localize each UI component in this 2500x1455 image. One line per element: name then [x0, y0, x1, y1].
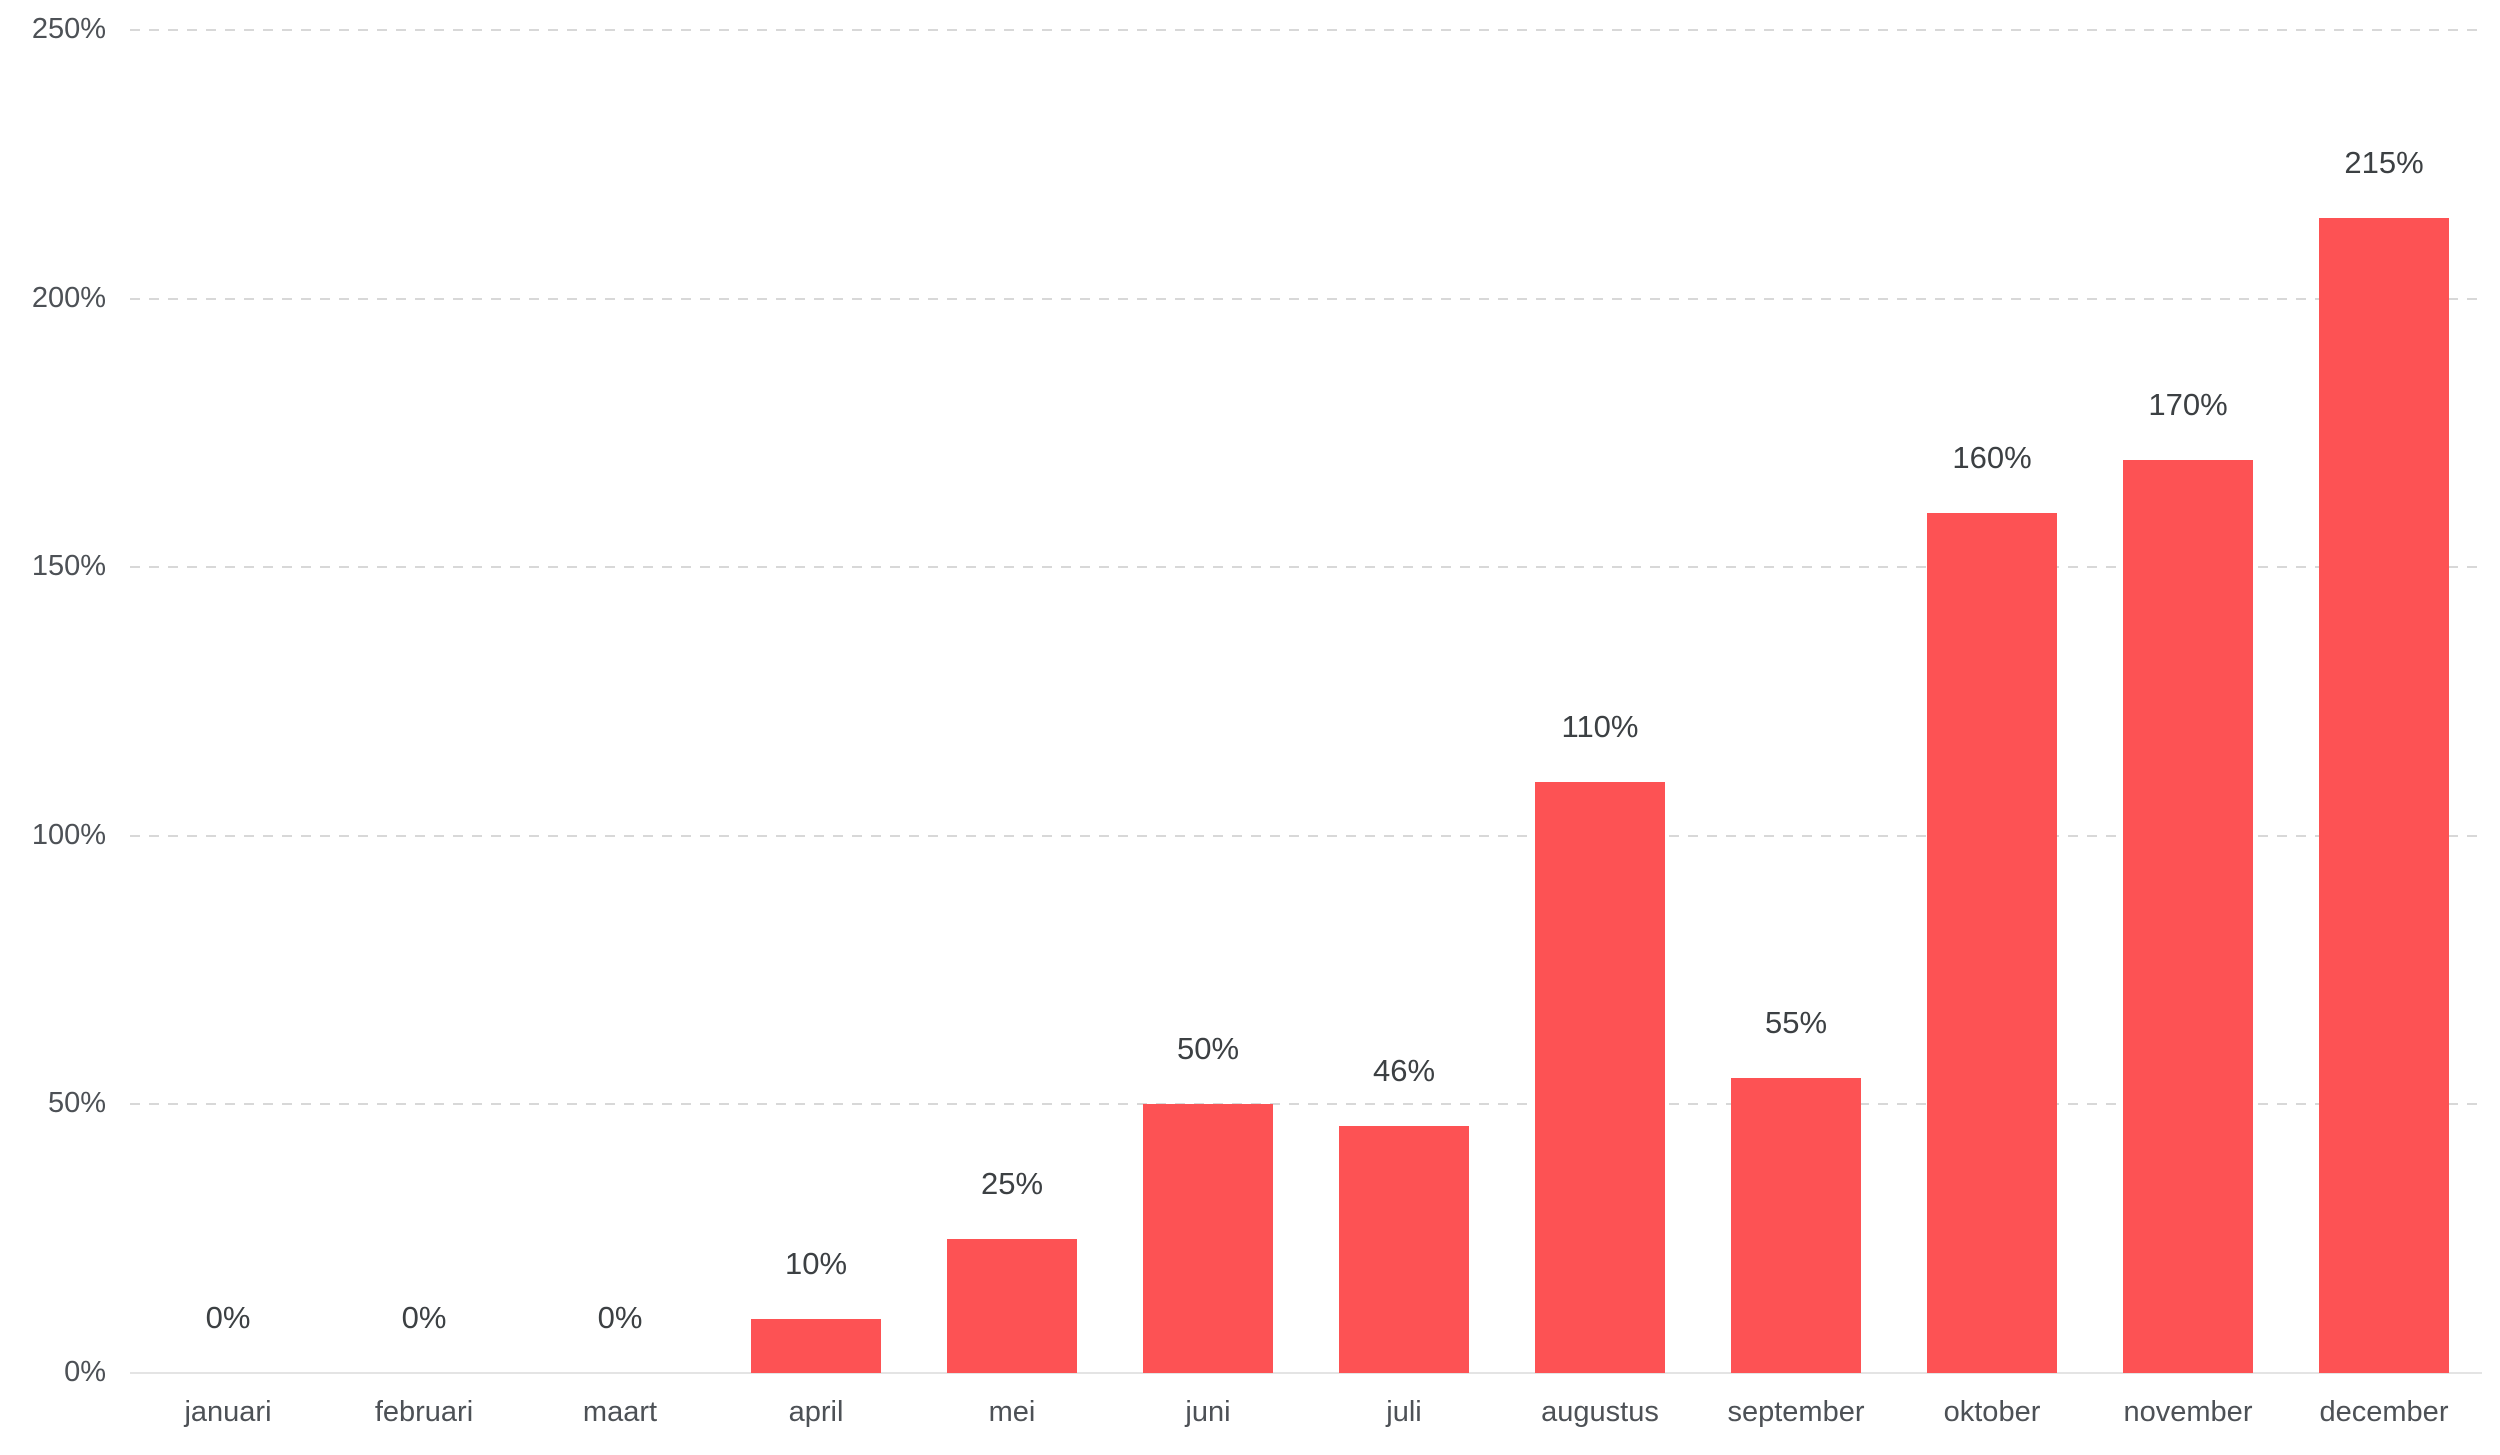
- y-axis-tick-label: 50%: [47, 1087, 106, 1120]
- bar-slot: 0%: [522, 0, 718, 1373]
- gridline: [130, 834, 2482, 837]
- bar-mei[interactable]: [947, 1239, 1077, 1373]
- bar-value-label: 50%: [1176, 1031, 1240, 1066]
- gridline: [130, 1103, 2482, 1106]
- y-axis-tick-label: 0%: [64, 1356, 106, 1388]
- bar-slot: 46%: [1306, 0, 1502, 1373]
- x-axis-label-september: september: [1727, 1396, 1865, 1428]
- y-axis-tick-label: 100%: [31, 818, 106, 851]
- x-axis-label-februari: februari: [374, 1396, 474, 1428]
- bar-value-label: 10%: [784, 1246, 848, 1281]
- bar-slot: 160%: [1894, 0, 2090, 1373]
- x-axis-baseline: [130, 1372, 2482, 1374]
- bar-value-label: 160%: [1952, 440, 2032, 475]
- x-axis-label-augustus: augustus: [1541, 1396, 1659, 1428]
- gridline: [130, 29, 2482, 31]
- x-axis-label-juli: juli: [1386, 1396, 1422, 1428]
- bar-value-label: 215%: [2344, 145, 2424, 180]
- bar-slot: 50%: [1110, 0, 1306, 1373]
- bar-slot: 55%: [1698, 0, 1894, 1373]
- bar-november[interactable]: [2123, 460, 2253, 1373]
- x-axis-label-oktober: oktober: [1943, 1396, 2041, 1428]
- x-axis-label-januari: januari: [184, 1396, 272, 1428]
- bar-slot: 215%: [2286, 0, 2482, 1373]
- bar-value-label: 110%: [1561, 709, 1639, 744]
- bar-slot: 0%: [130, 0, 326, 1373]
- bar-slot: 110%: [1502, 0, 1698, 1373]
- x-axis-label-december: december: [2319, 1396, 2449, 1428]
- gridline: [130, 297, 2482, 300]
- y-axis-tick-label: 250%: [31, 13, 106, 45]
- gridline: [130, 566, 2482, 569]
- bar-value-label: 0%: [205, 1300, 251, 1335]
- bar-slot: 0%: [326, 0, 522, 1373]
- bar-slot: 10%: [718, 0, 914, 1373]
- bar-slot: 25%: [914, 0, 1110, 1373]
- bar-juni[interactable]: [1143, 1104, 1273, 1373]
- bar-december[interactable]: [2319, 218, 2449, 1373]
- bar-value-label: 170%: [2148, 387, 2228, 422]
- bar-value-label: 0%: [597, 1300, 643, 1335]
- x-axis-label-juni: juni: [1185, 1396, 1231, 1428]
- bar-juli[interactable]: [1339, 1126, 1469, 1373]
- x-axis-label-maart: maart: [582, 1396, 658, 1428]
- bar-september[interactable]: [1731, 1078, 1861, 1373]
- bar-oktober[interactable]: [1927, 513, 2057, 1373]
- y-axis-tick-label: 150%: [31, 550, 106, 583]
- x-axis-label-november: november: [2123, 1396, 2253, 1428]
- x-axis-label-april: april: [788, 1396, 844, 1428]
- bar-value-label: 25%: [980, 1166, 1044, 1201]
- bar-april[interactable]: [751, 1319, 881, 1373]
- bar-value-label: 46%: [1372, 1053, 1436, 1088]
- bar-augustus[interactable]: [1535, 782, 1665, 1373]
- bar-slot: 170%: [2090, 0, 2286, 1373]
- x-axis-label-mei: mei: [988, 1396, 1036, 1428]
- bar-value-label: 55%: [1764, 1005, 1828, 1040]
- bar-value-label: 0%: [401, 1300, 447, 1335]
- y-axis-tick-label: 200%: [31, 281, 106, 314]
